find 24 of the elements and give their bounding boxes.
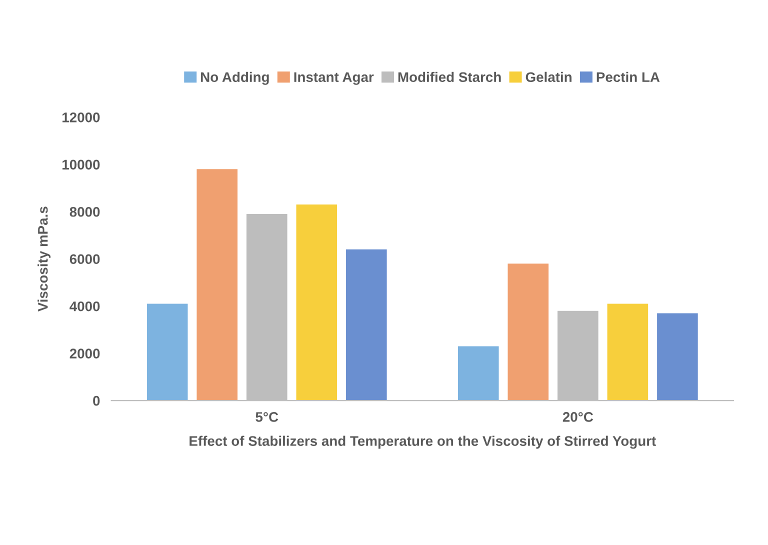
- y-tick-label: 10000: [62, 160, 100, 170]
- y-tick-label: 4000: [70, 301, 100, 312]
- legend-label: Gelatin: [526, 72, 572, 82]
- bar: [196, 169, 238, 401]
- y-tick-label: 0: [93, 396, 100, 406]
- bar: [607, 304, 648, 401]
- x-axis-title: Effect of Stabilizers and Temperature on the Viscosity of Stirred Yogurt: [190, 436, 656, 449]
- y-tick-label: 6000: [70, 254, 100, 264]
- x-tick-label: 20°C: [562, 412, 594, 422]
- bar: [146, 304, 188, 401]
- bar: [508, 264, 549, 401]
- bar: [346, 249, 387, 401]
- legend-label: Pectin LA: [596, 72, 660, 82]
- y-axis-title: Viscosity mPa.s: [38, 206, 51, 312]
- y-tick-label: 12000: [62, 112, 100, 122]
- bar: [296, 204, 338, 401]
- legend-label: No Adding: [201, 72, 269, 85]
- bar: [458, 346, 499, 401]
- y-tick-label: 2000: [70, 348, 100, 359]
- legend-label: Instant Agar: [294, 72, 374, 85]
- bar: [657, 313, 698, 401]
- legend-label: Modified Starch: [398, 72, 501, 82]
- x-tick-label: 5°C: [256, 412, 278, 422]
- y-tick-label: 8000: [70, 206, 100, 217]
